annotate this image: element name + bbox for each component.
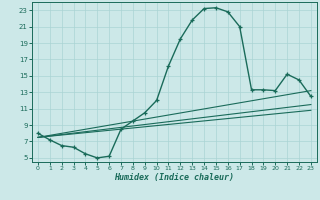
X-axis label: Humidex (Indice chaleur): Humidex (Indice chaleur): [115, 173, 234, 182]
